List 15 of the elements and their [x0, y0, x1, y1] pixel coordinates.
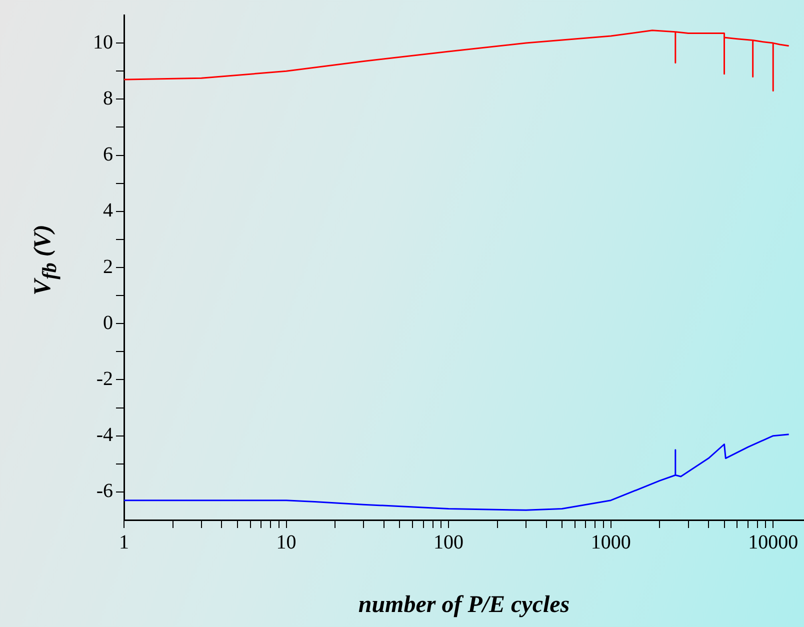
x-tick-label: 1 — [119, 531, 129, 554]
y-tick-label: -4 — [96, 424, 113, 446]
y-tick-label: 0 — [103, 312, 113, 334]
x-axis-title: number of P/E cycles — [357, 592, 571, 619]
y-tick-label: 6 — [103, 144, 113, 166]
y-tick-label: 10 — [93, 31, 113, 54]
y-tick-label: 2 — [103, 256, 113, 278]
x-tick-label: 10000 — [748, 531, 798, 554]
y-tick-label: 8 — [103, 87, 113, 110]
x-tick-label: 10 — [276, 531, 296, 554]
y-tick-label: -2 — [96, 368, 113, 390]
x-tick-label: 100 — [434, 531, 464, 554]
x-tick-label: 1000 — [590, 531, 631, 554]
y-tick-label: -6 — [96, 480, 113, 502]
y-tick-label: 4 — [103, 200, 113, 222]
